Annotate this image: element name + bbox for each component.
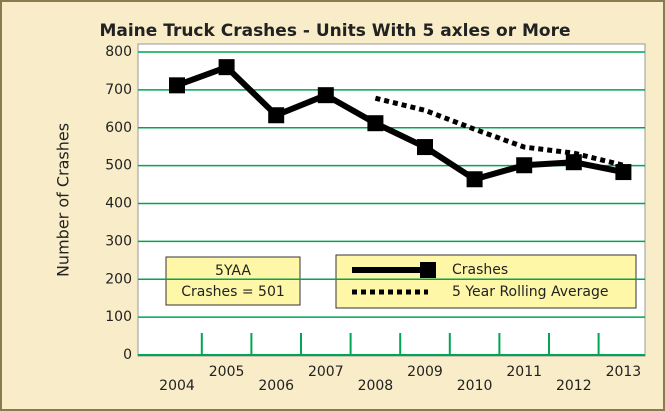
- x-tick-label: 2005: [209, 364, 245, 380]
- marker: [466, 171, 483, 188]
- marker: [516, 157, 533, 174]
- y-tick-label: 300: [105, 233, 132, 249]
- legend-box: [335, 254, 637, 309]
- x-tick-label: 2013: [606, 364, 642, 380]
- x-tick-label: 2004: [159, 378, 195, 394]
- marker: [317, 87, 334, 104]
- x-tick-label: 2010: [457, 378, 493, 394]
- series-line: [374, 95, 624, 168]
- x-tick-label: 2011: [506, 364, 542, 380]
- y-tick-label: 400: [105, 196, 132, 212]
- legend-marker: [420, 262, 436, 278]
- annotation-text: Crashes = 501: [181, 284, 285, 300]
- x-tick-label: 2009: [407, 364, 443, 380]
- legend-label: 5 Year Rolling Average: [452, 284, 608, 300]
- y-tick-label: 0: [123, 347, 132, 363]
- y-tick-label: 600: [105, 120, 132, 136]
- series-line: [175, 64, 624, 183]
- y-tick-label: 500: [105, 158, 132, 174]
- y-axis-label: Number of Crashes: [54, 123, 73, 277]
- marker: [218, 59, 235, 76]
- marker: [268, 107, 285, 124]
- marker: [417, 139, 433, 156]
- x-tick-label: 2012: [556, 378, 592, 394]
- y-tick-label: 700: [105, 82, 132, 98]
- x-tick-label: 2007: [308, 364, 344, 380]
- annotation-box: [165, 256, 301, 306]
- plot-area: [137, 43, 646, 357]
- marker: [169, 77, 185, 94]
- y-tick-label: 800: [105, 44, 132, 60]
- y-tick-label: 200: [105, 271, 132, 287]
- marker: [615, 164, 632, 181]
- marker: [565, 154, 582, 171]
- chart-title: Maine Truck Crashes - Units With 5 axles…: [99, 21, 570, 41]
- marker: [367, 115, 384, 132]
- annotation-text: 5YAA: [215, 263, 251, 279]
- x-tick-label: 2008: [358, 378, 394, 394]
- y-tick-label: 100: [105, 309, 132, 325]
- x-tick-label: 2006: [258, 378, 294, 394]
- legend-label: Crashes: [452, 262, 508, 278]
